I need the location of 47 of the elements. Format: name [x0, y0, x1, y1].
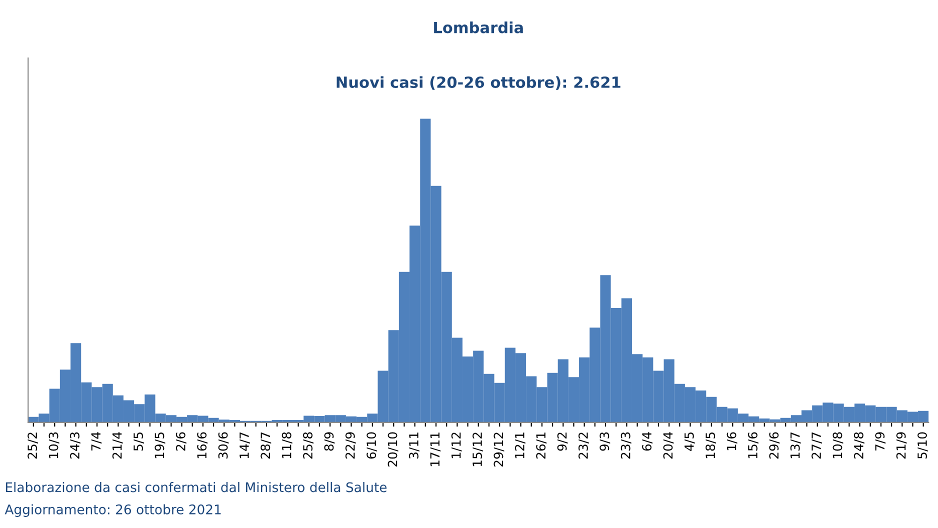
x-tick-label: 21/9	[896, 432, 907, 459]
x-tick-label: 5/10	[917, 432, 928, 459]
x-tick-label: 18/5	[706, 432, 716, 458]
x-tick-label: 30/6	[218, 432, 229, 459]
x-tick-label: 23/3	[620, 432, 632, 459]
x-tick-label: 17/11	[430, 432, 441, 466]
x-tick-label: 13/7	[790, 432, 801, 458]
x-tick-label: 12/1	[514, 432, 526, 458]
x-tick-label: 19/5	[154, 432, 166, 458]
x-tick-label: 20/4	[663, 432, 674, 459]
x-tick-label: 24/8	[854, 432, 864, 459]
x-tick-label: 10/8	[832, 432, 844, 458]
x-tick-label: 22/9	[345, 432, 356, 459]
text: Elaborazione da casi confermati dal Ministero della Salute	[6, 482, 387, 492]
x-tick-label: 6/10	[366, 432, 378, 459]
x-tick-label: 29/6	[769, 432, 780, 459]
x-tick-label: 8/9	[324, 432, 335, 451]
x-tick-label: 20/10	[388, 432, 398, 467]
x-tick-label: 27/7	[812, 432, 822, 459]
x-tick-label: 9/2	[557, 432, 568, 451]
x-tick-label: 1/6	[726, 432, 738, 450]
x-tick-label: 24/3	[70, 432, 80, 459]
x-tick-label: 11/8	[282, 432, 292, 458]
text: Nuovi casi (20-26 ottobre): 2.621	[336, 76, 620, 90]
chart-title: Lombardia	[434, 21, 523, 34]
x-tick-label: 4/5	[684, 432, 695, 451]
x-tick-label: 16/6	[197, 432, 208, 458]
x-tick-label: 7/9	[875, 432, 886, 451]
x-tick-label: 21/4	[112, 432, 123, 459]
text: Aggiornamento: 26 ottobre 2021	[4, 504, 221, 517]
x-tick-label: 7/4	[91, 432, 102, 451]
x-tick-label: 15/6	[748, 432, 758, 458]
x-tick-label: 25/2	[28, 432, 38, 459]
x-tick-label: 15/12	[472, 432, 483, 466]
x-tick-label: 29/12	[494, 432, 504, 467]
x-tick-label: 9/3	[600, 432, 610, 451]
x-tick-label: 28/7	[260, 432, 272, 459]
x-tick-label: 2/6	[176, 432, 186, 451]
x-tick-label: 1/12	[451, 432, 462, 458]
x-tick-label: 26/1	[536, 432, 547, 459]
x-tick-label: 5/5	[134, 432, 144, 451]
x-tick-label: 6/4	[642, 432, 652, 451]
x-tick-label: 23/2	[578, 432, 589, 459]
x-tick-label: 3/11	[408, 432, 420, 459]
x-tick-label: 10/3	[48, 432, 60, 458]
x-tick-label: 14/7	[240, 432, 250, 458]
x-tick-label: 25/8	[303, 432, 314, 459]
